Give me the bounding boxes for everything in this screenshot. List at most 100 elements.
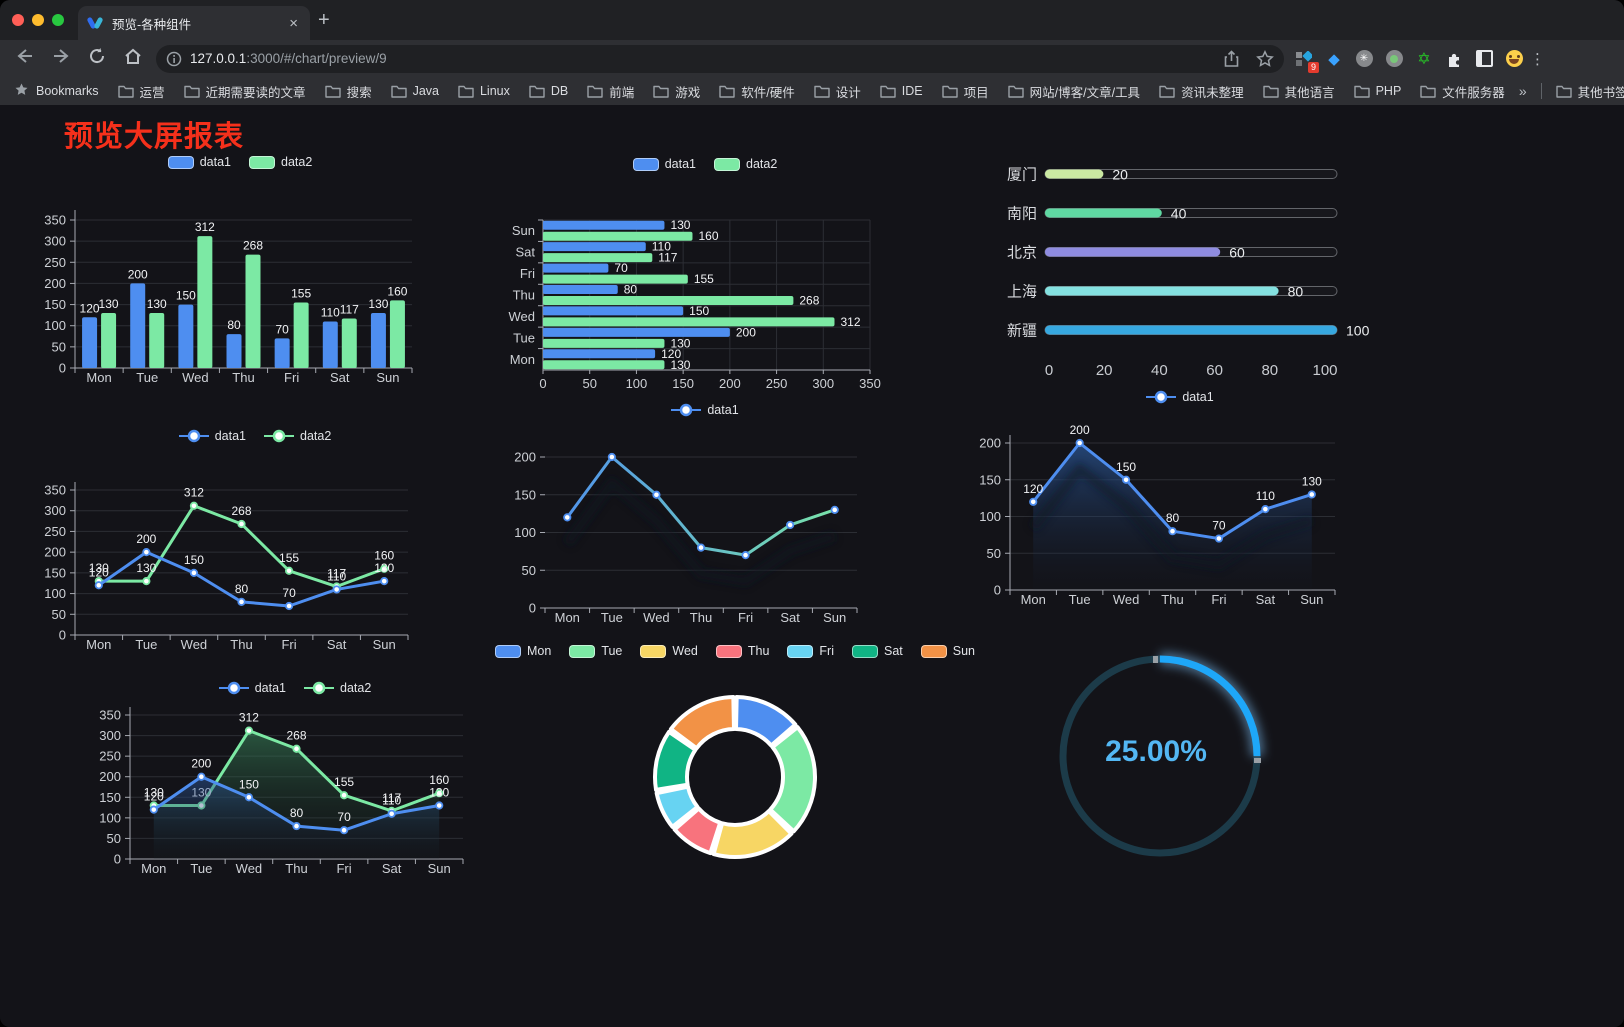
bookmarks-label[interactable]: Bookmarks	[36, 84, 99, 98]
new-tab-button[interactable]: +	[318, 9, 330, 31]
bookmark-folder[interactable]: PHP	[1353, 84, 1401, 98]
legend-item-Wed[interactable]: Wed	[640, 644, 698, 658]
forward-icon[interactable]	[50, 48, 72, 69]
extensions-area: 9 ◆ ✳ ✡	[1294, 49, 1524, 73]
gauge-chart	[1056, 652, 1264, 860]
svg-text:200: 200	[1070, 423, 1090, 437]
bookmark-folder[interactable]: 设计	[814, 82, 861, 101]
legend-item-Fri[interactable]: Fri	[787, 644, 834, 658]
extension-badge: 9	[1307, 61, 1319, 73]
svg-text:130: 130	[89, 561, 109, 575]
legend-item-data2[interactable]: data2	[249, 155, 312, 169]
bookmark-folder[interactable]: 搜索	[324, 82, 372, 101]
svg-text:160: 160	[387, 284, 407, 298]
svg-text:155: 155	[334, 775, 354, 789]
svg-text:Wed: Wed	[1113, 592, 1140, 607]
back-icon[interactable]	[14, 48, 36, 69]
url-text[interactable]: 127.0.0.1:3000/#/chart/preview/9	[190, 51, 1223, 66]
extension-snowflake-icon[interactable]: ✳	[1354, 49, 1374, 69]
bookmark-folder[interactable]: 软件/硬件	[719, 82, 795, 101]
svg-text:Sat: Sat	[382, 861, 402, 876]
bookmark-folder[interactable]: 其他语言	[1262, 82, 1335, 101]
bookmarks-overflow-chevron[interactable]: »	[1518, 83, 1527, 99]
reload-icon[interactable]	[86, 47, 108, 70]
bookmark-folder[interactable]: Java	[390, 84, 439, 98]
area-line-chart: 0 50 100 150 200 Mon Tue Wed Thu Fri Sat Sun 120 200 1…	[979, 423, 1336, 607]
bookmark-folder[interactable]: 项目	[941, 82, 989, 101]
svg-text:200: 200	[99, 769, 121, 784]
legend-item-Tue[interactable]: Tue	[569, 644, 622, 658]
svg-text:60: 60	[1206, 362, 1223, 379]
bookmark-folder[interactable]: 网站/博客/文章/工具	[1007, 82, 1140, 101]
svg-text:100: 100	[99, 810, 121, 825]
svg-text:250: 250	[44, 255, 66, 270]
legend-item-Mon[interactable]: Mon	[494, 644, 551, 658]
bookmark-other-folder[interactable]: 其他书签	[1555, 82, 1624, 101]
svg-text:150: 150	[99, 790, 121, 805]
legend-item-data2[interactable]: data2	[714, 157, 777, 171]
extensions-puzzle-icon[interactable]	[1444, 49, 1464, 69]
bookmark-folder[interactable]: DB	[529, 84, 568, 98]
svg-text:80: 80	[290, 806, 304, 820]
svg-text:0: 0	[59, 628, 66, 643]
browser-menu-icon[interactable]: ⋮	[1530, 50, 1545, 68]
two-series-area-chart: 0 50 100 150 200 250 300 350 Mon Tue Wed Thu Fri Sat S…	[99, 707, 464, 876]
svg-text:300: 300	[99, 728, 121, 743]
svg-text:130: 130	[1302, 474, 1322, 488]
share-icon[interactable]	[1223, 49, 1240, 68]
close-window-button[interactable]	[12, 14, 24, 26]
svg-text:70: 70	[337, 810, 351, 824]
extension-star-icon[interactable]: ✡	[1417, 50, 1431, 68]
svg-text:155: 155	[694, 272, 714, 286]
legend-item-data1[interactable]: data1	[178, 429, 246, 443]
svg-text:0: 0	[529, 601, 536, 616]
bookmark-folder[interactable]: 游戏	[653, 82, 700, 101]
maximize-window-button[interactable]	[52, 14, 64, 26]
legend-item-data2[interactable]: data2	[304, 681, 371, 695]
area1-chart-legend: data1	[975, 390, 1385, 404]
svg-text:40: 40	[1171, 206, 1187, 222]
svg-text:268: 268	[799, 294, 819, 308]
browser-tab[interactable]: 预览-各种组件 ×	[78, 6, 310, 40]
bookmark-folder[interactable]: Linux	[458, 84, 510, 98]
svg-text:80: 80	[1166, 511, 1180, 525]
svg-text:250: 250	[766, 376, 788, 391]
profile-emoji-icon[interactable]	[1504, 49, 1524, 69]
bookmark-folder[interactable]: 近期需要读的文章	[183, 82, 306, 101]
bookmarks-star-icon[interactable]	[14, 82, 29, 100]
home-icon[interactable]	[122, 48, 144, 70]
bookmark-star-icon[interactable]	[1256, 49, 1274, 68]
svg-text:110: 110	[327, 569, 346, 583]
legend-item-data1[interactable]: data1	[671, 403, 739, 417]
extension-gem-icon[interactable]: ◆	[1328, 50, 1340, 68]
svg-text:Mon: Mon	[555, 610, 580, 625]
bookmark-folder[interactable]: IDE	[880, 84, 923, 98]
svg-text:80: 80	[1261, 362, 1278, 379]
sidebar-toggle-icon[interactable]	[1474, 49, 1494, 69]
extension-dot-icon[interactable]	[1384, 49, 1404, 69]
site-info-icon[interactable]	[166, 51, 182, 67]
legend-item-data1[interactable]: data1	[632, 157, 696, 171]
address-bar[interactable]: 127.0.0.1:3000/#/chart/preview/9	[156, 44, 1284, 73]
legend-item-Sun[interactable]: Sun	[920, 644, 975, 658]
legend-item-data1[interactable]: data1	[1146, 390, 1214, 404]
svg-text:200: 200	[719, 376, 741, 391]
minimize-window-button[interactable]	[32, 14, 44, 26]
legend-item-data1[interactable]: data1	[167, 155, 231, 169]
legend-item-Thu[interactable]: Thu	[715, 644, 769, 658]
svg-text:Sun: Sun	[428, 861, 451, 876]
bar-chart-legend: data1 data2	[30, 155, 450, 169]
svg-text:110: 110	[652, 240, 671, 254]
legend-item-data1[interactable]: data1	[218, 681, 286, 695]
svg-text:150: 150	[184, 553, 204, 567]
legend-item-Sat[interactable]: Sat	[852, 644, 903, 658]
tab-close-icon[interactable]: ×	[289, 14, 298, 32]
bookmark-folder[interactable]: 前端	[587, 82, 634, 101]
bookmark-folder[interactable]: 运营	[117, 82, 165, 101]
svg-text:Thu: Thu	[513, 288, 535, 303]
bookmark-folder[interactable]: 资讯未整理	[1159, 82, 1244, 101]
extension-grid-icon[interactable]: 9	[1294, 49, 1319, 73]
svg-text:Fri: Fri	[281, 637, 296, 650]
bookmark-folder[interactable]: 文件服务器	[1420, 82, 1505, 101]
legend-item-data2[interactable]: data2	[264, 429, 331, 443]
